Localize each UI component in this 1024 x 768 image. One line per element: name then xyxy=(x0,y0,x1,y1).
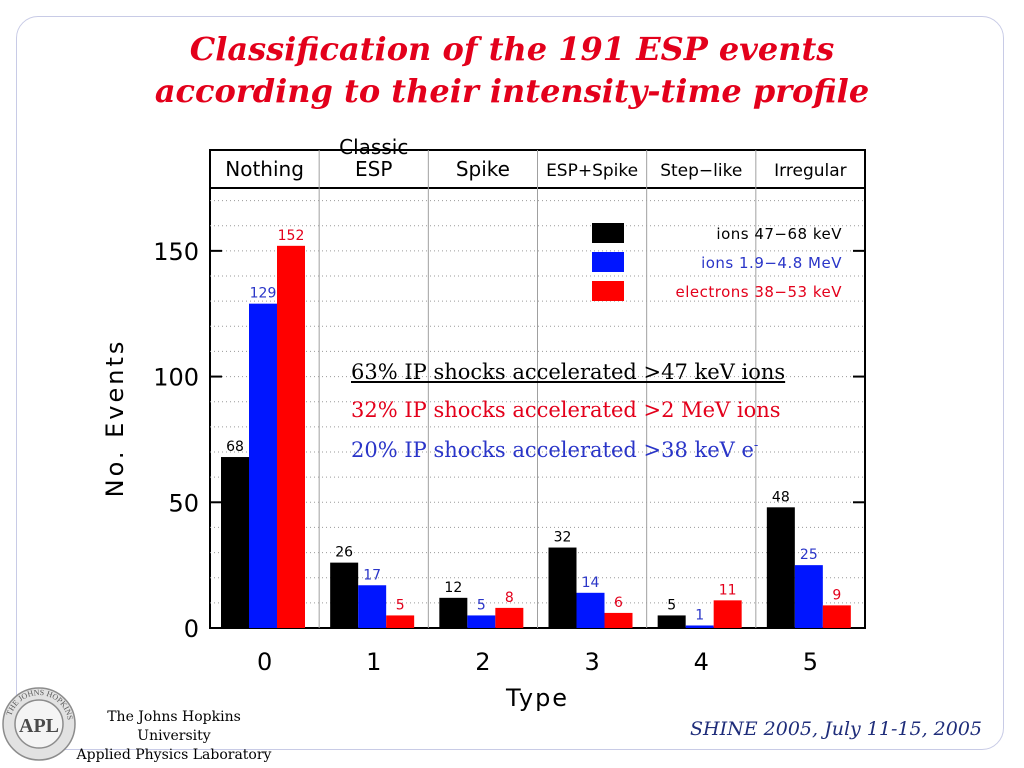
logo-initials: APL xyxy=(19,715,59,737)
y-axis-label: No. Events xyxy=(101,339,129,498)
bar xyxy=(495,607,524,628)
title-line-2: according to their intensity-time profil… xyxy=(154,72,870,110)
bar xyxy=(685,625,714,628)
x-tick-label: 3 xyxy=(584,648,599,676)
category-name: Step−like xyxy=(660,161,742,181)
data-label: 12 xyxy=(444,580,462,596)
annotation-line-3-text: 20% IP shocks accelerated >38 keV e xyxy=(351,438,754,462)
institution-line-1: The Johns Hopkins University xyxy=(107,709,241,744)
annotation-line-3: 20% IP shocks accelerated >38 keV e- xyxy=(351,434,758,462)
data-label: 32 xyxy=(554,530,572,546)
data-label: 14 xyxy=(582,575,600,591)
legend-swatch xyxy=(592,223,624,243)
legend-swatch xyxy=(592,281,624,301)
x-tick-label: 5 xyxy=(803,648,818,676)
bar xyxy=(766,507,795,628)
annotation-line-1: 63% IP shocks accelerated >47 keV ions xyxy=(351,360,786,384)
x-tick-label: 1 xyxy=(366,648,381,676)
data-label: 11 xyxy=(719,582,737,598)
conference-footer: SHINE 2005, July 11-15, 2005 xyxy=(690,718,982,740)
bar xyxy=(604,612,633,628)
data-label: 48 xyxy=(772,489,790,505)
data-label: 5 xyxy=(477,597,486,613)
y-tick-label: 100 xyxy=(153,364,199,392)
bar xyxy=(794,565,823,628)
x-axis-label: Type xyxy=(505,684,569,712)
data-label: 5 xyxy=(396,597,405,613)
category-name: ESP+Spike xyxy=(546,161,638,181)
data-label: 17 xyxy=(363,567,381,583)
y-tick-label: 0 xyxy=(184,615,199,643)
jhu-apl-logo-icon: THE JOHNS HOPKINS APL xyxy=(2,687,76,761)
slide-title: Classification of the 191 ESP events acc… xyxy=(0,28,1024,112)
category-name: Classic xyxy=(339,135,408,159)
bar xyxy=(249,303,277,628)
bar xyxy=(576,592,605,628)
x-tick-label: 4 xyxy=(694,648,709,676)
institution: The Johns Hopkins University Applied Phy… xyxy=(70,708,278,765)
bar xyxy=(221,457,249,628)
bar xyxy=(548,547,577,628)
y-tick-label: 50 xyxy=(168,489,199,517)
data-label: 68 xyxy=(226,439,244,455)
data-label: 25 xyxy=(800,547,818,563)
bar xyxy=(330,562,359,628)
data-label: 1 xyxy=(695,607,704,623)
bar xyxy=(277,245,305,629)
data-label: 9 xyxy=(832,587,841,603)
data-label: 152 xyxy=(278,228,305,244)
legend-label: ions 47−68 keV xyxy=(716,225,842,243)
data-label: 8 xyxy=(505,590,514,606)
legend-label: electrons 38−53 keV xyxy=(675,283,842,301)
legend-label: ions 1.9−4.8 MeV xyxy=(701,254,842,272)
data-label: 5 xyxy=(667,597,676,613)
bar xyxy=(822,605,851,628)
institution-line-2: Applied Physics Laboratory xyxy=(76,747,272,763)
data-label: 6 xyxy=(614,595,623,611)
y-tick-label: 150 xyxy=(153,238,199,266)
category-name: Irregular xyxy=(774,161,846,181)
bar xyxy=(467,615,496,628)
category-name: ESP xyxy=(355,157,392,181)
x-tick-label: 0 xyxy=(257,648,272,676)
bar xyxy=(439,597,468,628)
bar xyxy=(657,615,686,628)
data-label: 129 xyxy=(250,286,277,302)
category-name: Spike xyxy=(456,157,510,181)
category-name: Nothing xyxy=(225,157,304,181)
bar xyxy=(386,615,415,628)
slide-frame xyxy=(16,16,1004,750)
title-line-1: Classification of the 191 ESP events xyxy=(189,30,835,68)
annotation-line-3-superscript: - xyxy=(753,438,759,453)
bar xyxy=(358,585,387,628)
bar xyxy=(713,600,742,628)
legend-swatch xyxy=(592,252,624,272)
annotation-line-2: 32% IP shocks accelerated >2 MeV ions xyxy=(351,398,781,422)
data-label: 26 xyxy=(335,545,353,561)
x-tick-label: 2 xyxy=(475,648,490,676)
